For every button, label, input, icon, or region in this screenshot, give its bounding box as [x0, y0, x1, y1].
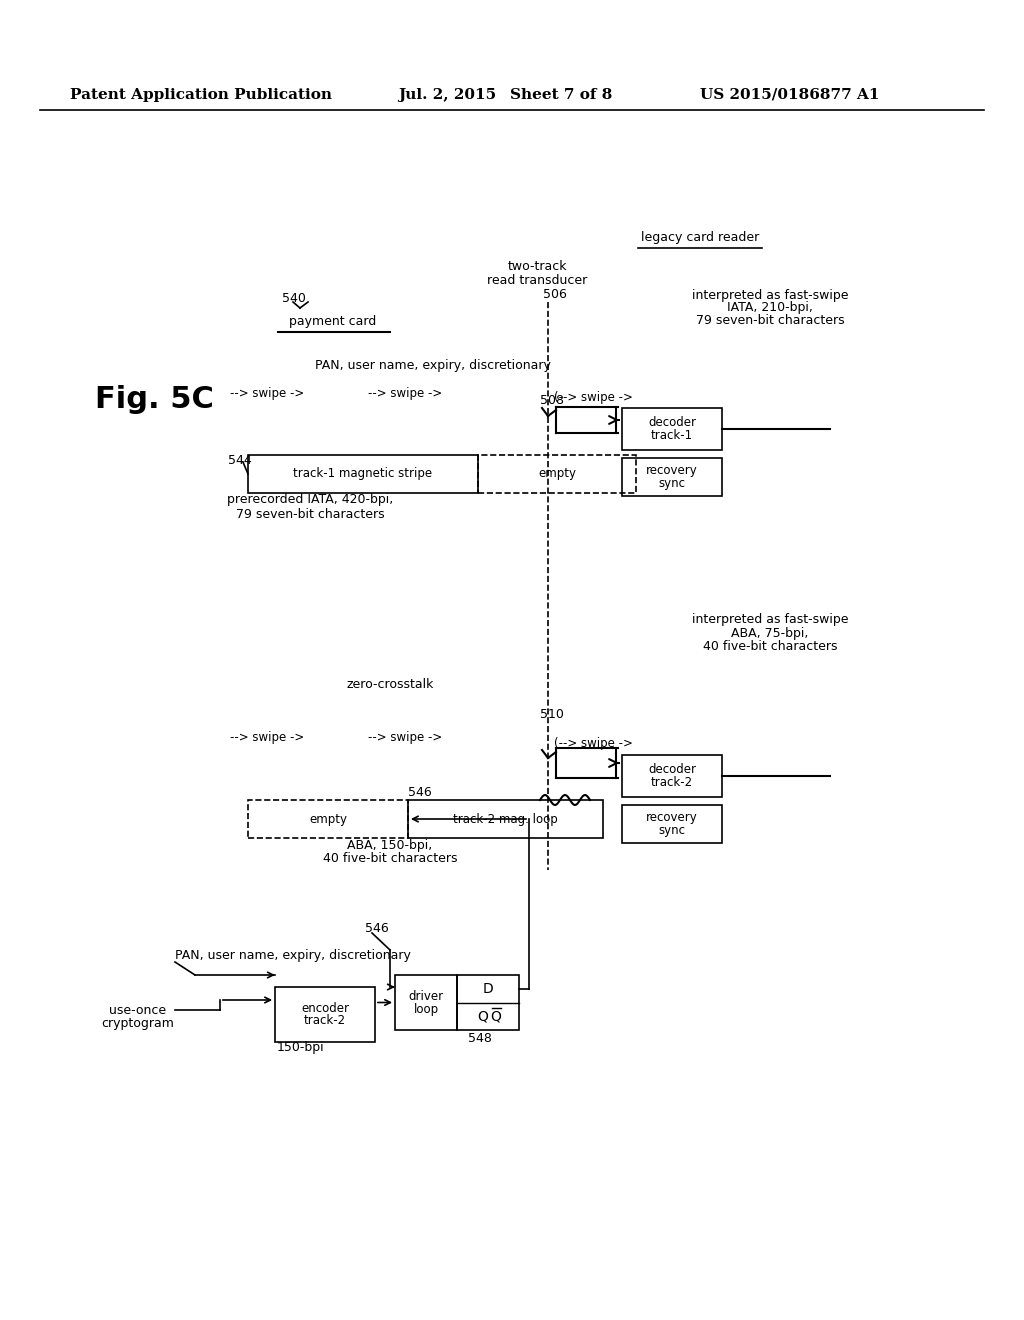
- Text: payment card: payment card: [290, 315, 377, 329]
- Text: D: D: [482, 982, 494, 995]
- Text: read transducer: read transducer: [486, 273, 587, 286]
- Text: (--> swipe ->: (--> swipe ->: [554, 392, 633, 404]
- Text: Patent Application Publication: Patent Application Publication: [70, 88, 332, 102]
- Text: encoder: encoder: [301, 1002, 349, 1015]
- Text: --> swipe ->: --> swipe ->: [368, 387, 442, 400]
- Bar: [622, 408, 722, 450]
- Text: US 2015/0186877 A1: US 2015/0186877 A1: [700, 88, 880, 102]
- Text: driver: driver: [409, 990, 443, 1002]
- Text: 40 five-bit characters: 40 five-bit characters: [702, 639, 838, 652]
- Text: --> swipe ->: --> swipe ->: [368, 731, 442, 744]
- Text: 540: 540: [282, 292, 306, 305]
- Bar: [248, 455, 478, 492]
- Bar: [248, 800, 408, 838]
- Bar: [622, 755, 722, 797]
- Text: 79 seven-bit characters: 79 seven-bit characters: [695, 314, 845, 327]
- Text: IATA, 210-bpi,: IATA, 210-bpi,: [727, 301, 813, 314]
- Text: PAN, user name, expiry, discretionary: PAN, user name, expiry, discretionary: [175, 949, 411, 961]
- Bar: [408, 800, 603, 838]
- Text: 510: 510: [540, 709, 564, 722]
- Text: --> swipe ->: --> swipe ->: [229, 387, 304, 400]
- Text: ABA, 150-bpi,: ABA, 150-bpi,: [347, 838, 432, 851]
- Text: 506: 506: [543, 289, 567, 301]
- Text: Q: Q: [490, 1010, 502, 1023]
- Text: track-2 mag. loop: track-2 mag. loop: [454, 813, 558, 825]
- Bar: [395, 975, 457, 1030]
- Text: 544: 544: [228, 454, 252, 466]
- Bar: [622, 805, 722, 843]
- Text: 548: 548: [468, 1031, 492, 1044]
- Text: PAN, user name, expiry, discretionary: PAN, user name, expiry, discretionary: [315, 359, 551, 371]
- Text: legacy card reader: legacy card reader: [641, 231, 759, 244]
- Text: decoder: decoder: [648, 416, 696, 429]
- Text: Jul. 2, 2015: Jul. 2, 2015: [398, 88, 496, 102]
- Text: track-2: track-2: [304, 1015, 346, 1027]
- Bar: [622, 458, 722, 496]
- Text: Q: Q: [477, 1010, 488, 1023]
- Text: two-track: two-track: [507, 260, 566, 273]
- Text: track-2: track-2: [651, 776, 693, 789]
- Text: empty: empty: [309, 813, 347, 825]
- Text: 150-bpi: 150-bpi: [276, 1041, 324, 1055]
- Text: 508: 508: [540, 393, 564, 407]
- Text: track-1: track-1: [651, 429, 693, 442]
- Text: (--> swipe ->: (--> swipe ->: [554, 737, 633, 750]
- Text: zero-crosstalk: zero-crosstalk: [346, 678, 434, 692]
- Bar: [275, 987, 375, 1041]
- Text: sync: sync: [658, 477, 685, 490]
- Text: track-1 magnetic stripe: track-1 magnetic stripe: [294, 467, 432, 480]
- Text: ABA, 75-bpi,: ABA, 75-bpi,: [731, 627, 809, 639]
- Bar: [478, 455, 636, 492]
- Text: sync: sync: [658, 824, 685, 837]
- Text: loop: loop: [414, 1002, 438, 1015]
- Text: recovery: recovery: [646, 810, 698, 824]
- Text: 40 five-bit characters: 40 five-bit characters: [323, 853, 458, 866]
- Text: Sheet 7 of 8: Sheet 7 of 8: [510, 88, 612, 102]
- Text: 79 seven-bit characters: 79 seven-bit characters: [236, 507, 384, 520]
- Text: --> swipe ->: --> swipe ->: [229, 731, 304, 744]
- Text: interpreted as fast-swipe: interpreted as fast-swipe: [692, 289, 848, 301]
- Text: interpreted as fast-swipe: interpreted as fast-swipe: [692, 614, 848, 627]
- Bar: [457, 975, 519, 1030]
- Text: decoder: decoder: [648, 763, 696, 776]
- Text: use-once: use-once: [110, 1003, 167, 1016]
- Text: empty: empty: [538, 467, 575, 480]
- Text: 546: 546: [408, 785, 432, 799]
- Text: 546: 546: [365, 921, 389, 935]
- Text: Fig. 5C: Fig. 5C: [95, 385, 214, 414]
- Text: prerecorded IATA, 420-bpi,: prerecorded IATA, 420-bpi,: [227, 494, 393, 507]
- Text: cryptogram: cryptogram: [101, 1016, 174, 1030]
- Text: recovery: recovery: [646, 465, 698, 477]
